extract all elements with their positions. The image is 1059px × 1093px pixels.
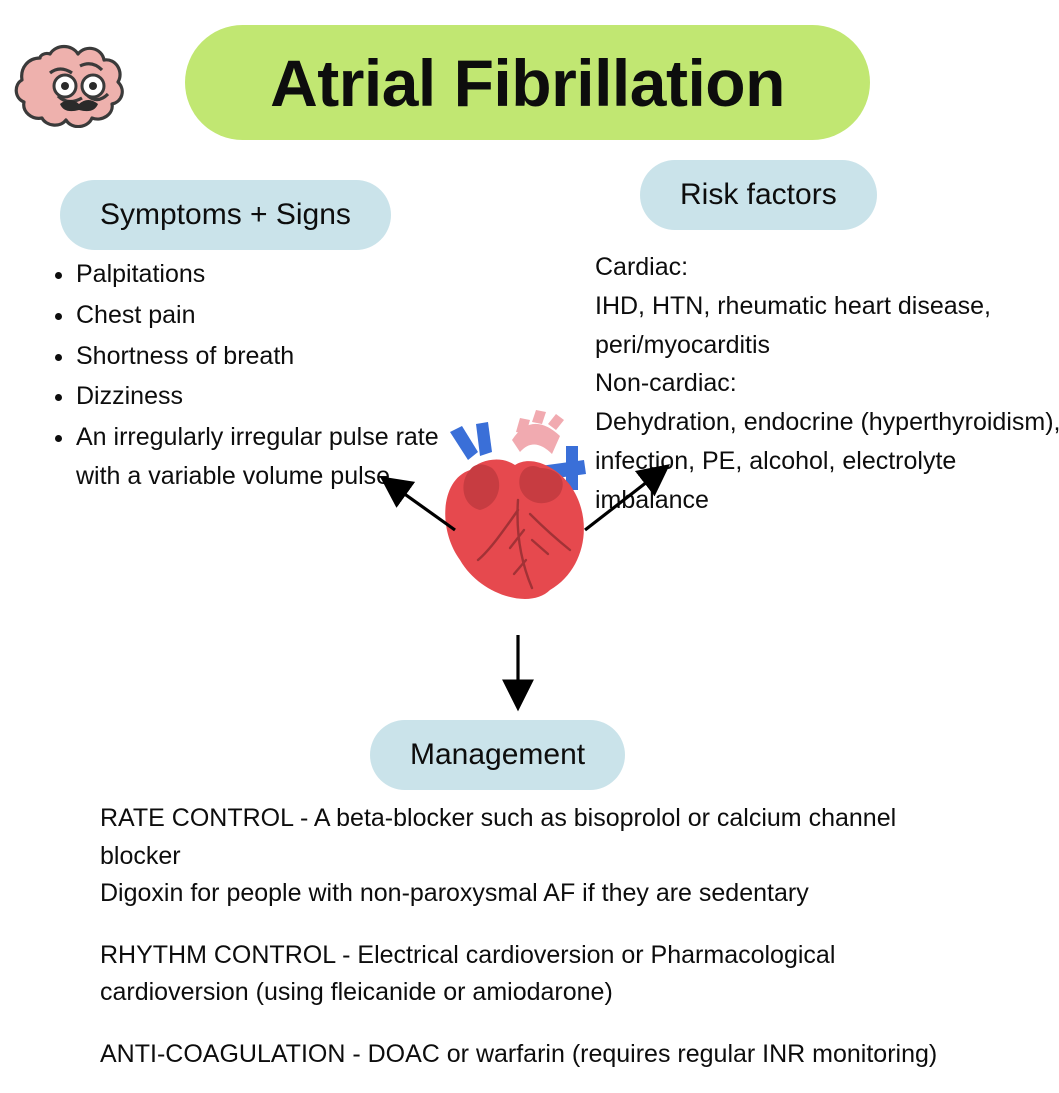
- management-paragraph: ANTI-COAGULATION - DOAC or warfarin (req…: [100, 1036, 970, 1074]
- management-paragraph: RHYTHM CONTROL - Electrical cardioversio…: [100, 937, 970, 1012]
- management-paragraph: RATE CONTROL - A beta-blocker such as bi…: [100, 800, 970, 913]
- infographic-page: { "type": "infographic", "colors": { "ba…: [0, 0, 1059, 1093]
- management-header-text: Management: [410, 738, 585, 772]
- management-header-pill: Management: [370, 720, 625, 790]
- management-body: RATE CONTROL - A beta-blocker such as bi…: [100, 800, 970, 1093]
